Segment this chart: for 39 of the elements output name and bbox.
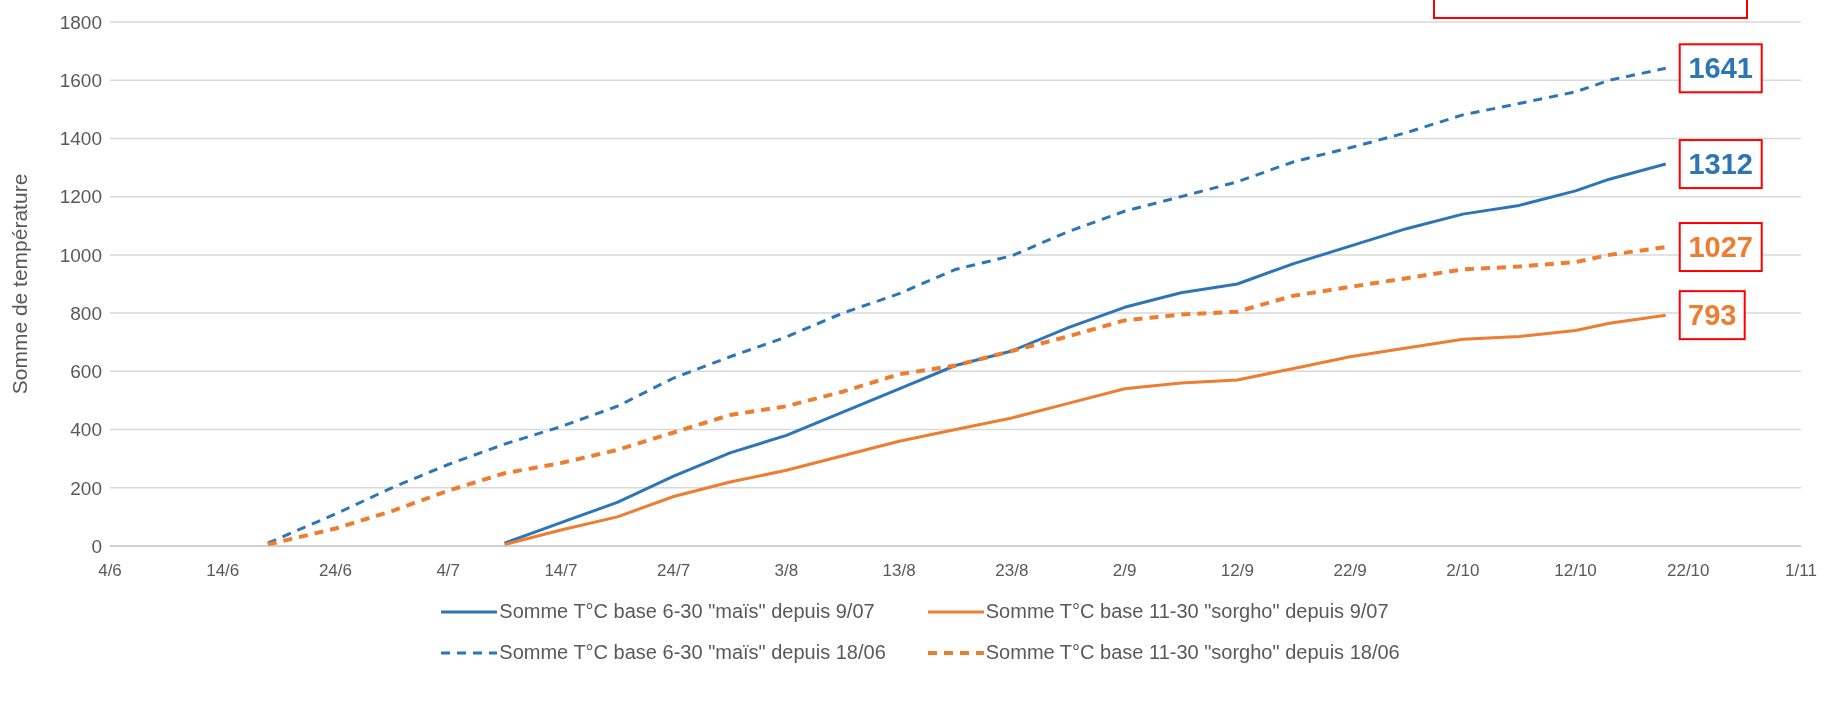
x-tick-label: 22/10 xyxy=(1666,561,1710,581)
y-tick-label: 0 xyxy=(91,535,102,557)
x-tick-label: 2/10 xyxy=(1446,561,1480,581)
x-tick-label: 12/10 xyxy=(1554,561,1597,581)
x-tick-label: 24/7 xyxy=(657,561,691,581)
x-tick-label: 23/8 xyxy=(995,561,1029,581)
y-tick-label: 1000 xyxy=(59,244,102,266)
y-tick-label: 200 xyxy=(70,477,102,499)
x-tick-label: 4/7 xyxy=(436,561,461,581)
annotation: 1641 xyxy=(1688,52,1753,85)
x-tick-label: 24/6 xyxy=(318,561,353,581)
y-tick-label: 1600 xyxy=(59,69,102,91)
x-tick-label: 14/6 xyxy=(206,561,240,581)
line-series xyxy=(503,313,1668,546)
annotation: 793 xyxy=(1688,299,1737,332)
line-series xyxy=(503,162,1668,545)
y-tick-label: 600 xyxy=(70,361,102,383)
legend-label: Somme T°C base 6-30 "maïs" depuis 9/07 xyxy=(499,600,875,623)
line-series xyxy=(266,66,1668,545)
annotation: 1027 xyxy=(1688,231,1753,264)
y-tick-label: 800 xyxy=(70,302,102,324)
legend-label: Somme T°C base 11-30 "sorgho" depuis 18/06 xyxy=(985,641,1400,664)
annotation: 1312 xyxy=(1688,148,1753,181)
x-tick-label: 13/8 xyxy=(882,561,916,581)
x-tick-label: 14/7 xyxy=(544,561,578,581)
x-tick-label: 4/6 xyxy=(98,561,122,581)
y-tick-label: 1800 xyxy=(59,11,102,33)
y-tick-label: 400 xyxy=(70,419,102,441)
line-series xyxy=(265,245,1668,546)
x-tick-label: 1/11 xyxy=(1785,561,1817,581)
x-tick-label: 12/9 xyxy=(1220,561,1254,581)
y-axis-title: Somme de température xyxy=(8,173,32,395)
x-tick-label: 22/9 xyxy=(1333,561,1367,581)
y-tick-label: 1400 xyxy=(59,128,102,150)
y-tick-label: 1200 xyxy=(59,186,102,208)
x-tick-label: 2/9 xyxy=(1112,561,1137,581)
legend-label: Somme T°C base 6-30 "maïs" depuis 18/06 xyxy=(499,641,886,664)
legend-label: Somme T°C base 11-30 "sorgho" depuis 9/07 xyxy=(985,600,1389,623)
x-tick-label: 3/8 xyxy=(774,561,799,581)
